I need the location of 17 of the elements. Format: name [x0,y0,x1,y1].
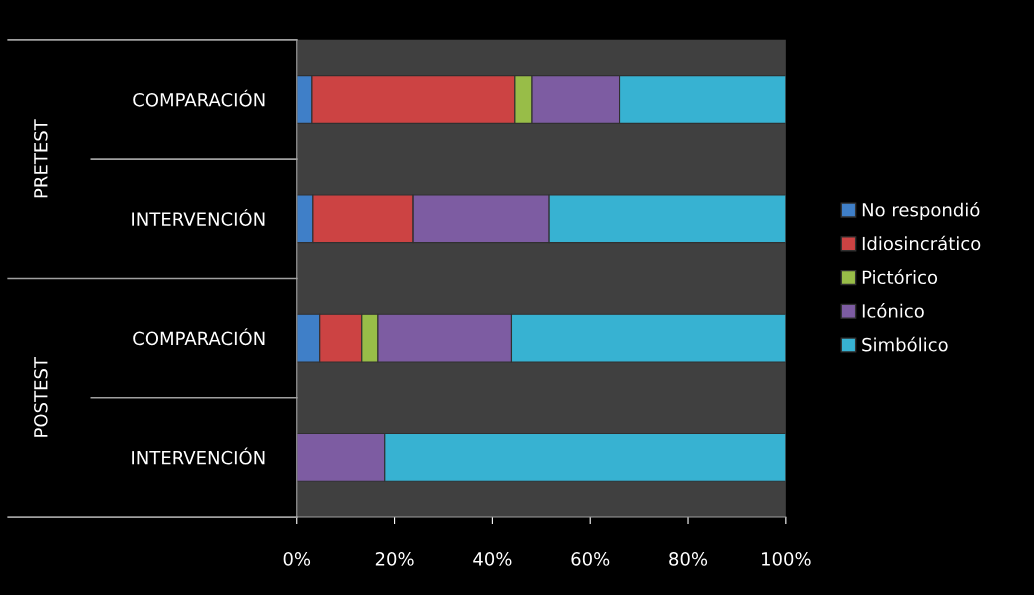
text: PRETEST [34,119,48,198]
legend-label: No respondió [862,201,980,221]
y-tick-label: INTERVENCIÓN [132,447,265,465]
x-tick-label: 80% [669,552,708,566]
x-tick-label: 0% [283,552,311,566]
y-tick-label: COMPARACIÓN [133,89,265,107]
x-tick-label: 100% [762,552,811,566]
y-tick-label: COMPARACIÓN [133,328,265,346]
legend-label: Idiosincrático [862,235,981,251]
y-tick-label: INTERVENCIÓN [132,208,265,226]
legend-label: Pictórico [862,269,938,285]
x-tick-label: 20% [375,552,414,566]
text: POSTEST [34,356,48,437]
legend-label: Icónico [862,303,924,318]
x-tick-label: 60% [571,552,610,566]
x-tick-label: 40% [473,552,512,566]
legend-label: Simbólico [862,336,948,352]
